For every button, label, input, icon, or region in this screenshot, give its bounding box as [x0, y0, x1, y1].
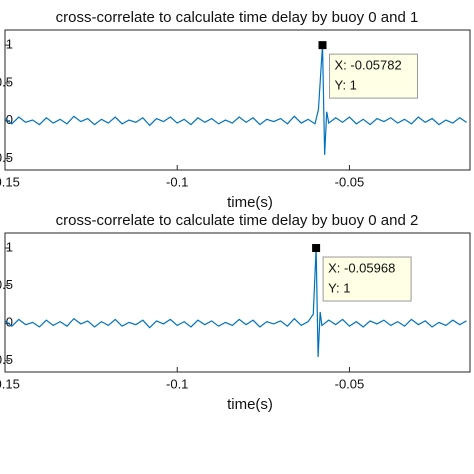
- y-tick-label: 0.5: [0, 277, 13, 292]
- x-tick-label: -0.1: [166, 174, 188, 189]
- x-axis-label: time(s): [227, 194, 273, 211]
- y-tick-label: 1: [6, 239, 13, 254]
- datatip-box: [329, 53, 419, 99]
- datatip-x: X: -0.05968: [328, 260, 395, 275]
- x-tick-label: -0.1: [166, 376, 188, 391]
- y-tick-label: -0.5: [0, 150, 13, 165]
- y-tick-label: 0: [6, 315, 13, 330]
- title: cross-correlate to calculate time delay …: [56, 212, 419, 229]
- axes-box: [4, 232, 471, 373]
- datatip-y: Y: 1: [328, 280, 350, 295]
- datatip-marker: [312, 244, 321, 253]
- datatip-marker: [318, 41, 327, 50]
- datatip-box: [322, 256, 412, 302]
- x-tick-label: -0.15: [0, 174, 20, 189]
- y-tick-label: 0: [6, 112, 13, 127]
- y-tick-label: 0.5: [0, 74, 13, 89]
- y-tick-label: -0.5: [0, 352, 13, 367]
- x-axis-label: time(s): [227, 396, 273, 413]
- title: cross-correlate to calculate time delay …: [56, 9, 419, 26]
- x-tick-label: -0.15: [0, 376, 20, 391]
- x-tick-label: -0.05: [335, 174, 365, 189]
- x-tick-label: -0.05: [335, 376, 365, 391]
- axes-box: [4, 29, 471, 171]
- datatip-y: Y: 1: [335, 78, 357, 93]
- signal-line: [4, 248, 467, 357]
- signal-line: [4, 45, 467, 155]
- y-tick-label: 1: [6, 37, 13, 52]
- datatip-x: X: -0.05782: [335, 58, 402, 73]
